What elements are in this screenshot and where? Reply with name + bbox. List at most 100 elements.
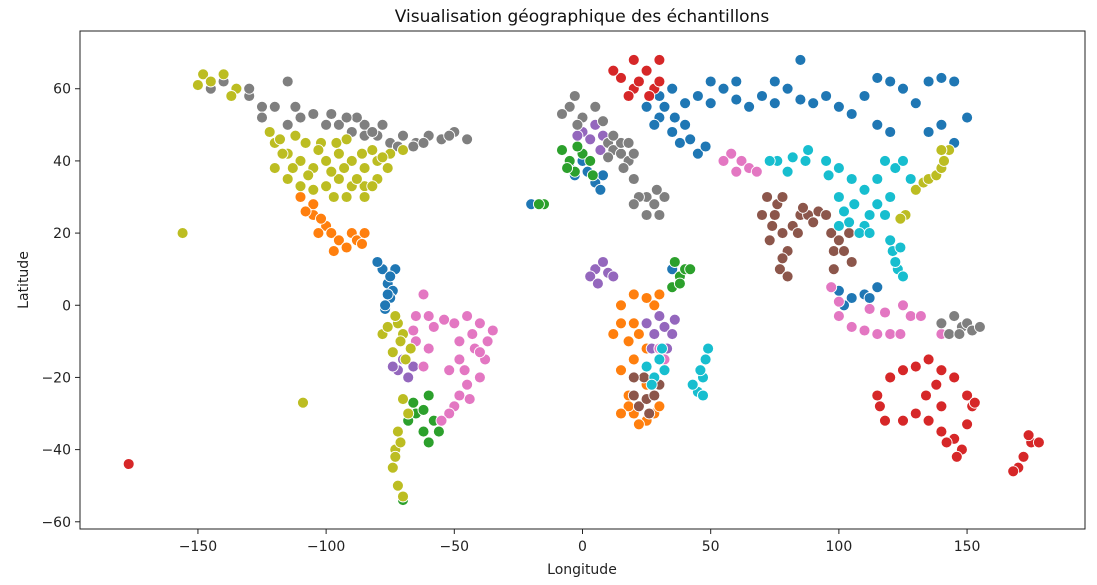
scatter-point	[668, 111, 681, 124]
scatter-point	[397, 129, 409, 142]
scatter-point	[325, 227, 338, 240]
scatter-point	[756, 90, 768, 102]
scatter-point	[704, 97, 717, 110]
scatter-point	[320, 180, 333, 193]
scatter-point	[453, 389, 466, 402]
scatter-point	[627, 53, 640, 66]
scatter-point	[763, 234, 776, 247]
scatter-point	[668, 313, 681, 326]
scatter-point	[858, 324, 871, 337]
scatter-point	[340, 111, 353, 124]
scatter-point	[950, 450, 963, 463]
scatter-point	[648, 299, 661, 312]
scatter-point	[909, 360, 922, 373]
scatter-point	[832, 310, 845, 323]
scatter-point	[122, 458, 135, 470]
scatter-point	[658, 320, 671, 333]
scatter-point	[356, 147, 368, 160]
scatter-point	[914, 310, 927, 323]
scatter-point	[402, 407, 415, 420]
scatter-point	[763, 154, 776, 167]
scatter-point	[807, 216, 820, 229]
scatter-point	[653, 310, 666, 323]
scatter-point	[561, 162, 574, 175]
scatter-point	[448, 317, 461, 330]
scatter-point	[843, 216, 856, 229]
scatter-point	[622, 136, 635, 149]
scatter-point	[289, 100, 302, 113]
scatter-point	[640, 64, 653, 77]
scatter-point	[473, 317, 486, 330]
scatter-point	[832, 295, 845, 308]
scatter-point	[627, 371, 640, 384]
scatter-point	[653, 53, 666, 66]
scatter-point	[725, 147, 738, 160]
scatter-point	[699, 140, 712, 153]
scatter-point	[315, 212, 327, 225]
x-axis-ticks: −150 −100 −50 0 50 100 150	[179, 529, 980, 555]
scatter-point	[897, 414, 909, 427]
scatter-point	[294, 180, 307, 193]
scatter-point	[656, 342, 668, 355]
scatter-point	[781, 82, 794, 95]
scatter-point	[730, 165, 743, 178]
scatter-point	[673, 136, 686, 149]
scatter-point	[730, 93, 743, 106]
scatter-point	[358, 227, 371, 240]
scatter-point	[1022, 429, 1035, 442]
scatter-point	[648, 198, 661, 211]
scatter-point	[889, 162, 902, 175]
scatter-point	[756, 209, 768, 221]
scatter-point	[953, 328, 966, 341]
scatter-point	[922, 353, 935, 366]
scatter-point	[191, 79, 204, 92]
scatter-point	[584, 270, 597, 283]
scatter-point	[338, 162, 351, 175]
scatter-point	[263, 126, 276, 138]
scatter-point	[935, 71, 948, 84]
scatter-point	[432, 425, 445, 438]
scatter-point	[699, 353, 712, 366]
scatter-point	[617, 162, 630, 175]
scatter-point	[930, 378, 943, 391]
scatter-point	[871, 198, 884, 211]
scatter-point	[825, 227, 838, 240]
scatter-point	[909, 183, 922, 196]
scatter-point	[615, 407, 627, 420]
scatter-point	[879, 414, 891, 427]
scatter-point	[643, 407, 656, 420]
scatter-point	[407, 396, 420, 409]
scatter-point	[366, 180, 379, 193]
scatter-point	[627, 147, 640, 160]
scatter-point	[820, 90, 833, 102]
scatter-point	[827, 245, 840, 258]
scatter-point	[717, 154, 730, 167]
scatter-point	[256, 111, 268, 124]
scatter-point	[645, 378, 658, 391]
scatter-point	[366, 126, 379, 138]
scatter-point	[394, 335, 407, 348]
scatter-point	[648, 389, 661, 402]
scatter-point	[461, 310, 474, 323]
scatter-point	[325, 108, 338, 120]
y-tick-label: 0	[62, 298, 71, 314]
scatter-point	[607, 328, 620, 341]
scatter-point	[556, 144, 568, 157]
scatter-point	[935, 400, 948, 413]
scatter-point	[768, 97, 781, 110]
scatter-point	[627, 288, 640, 301]
scatter-point	[694, 364, 707, 377]
scatter-point	[858, 90, 871, 102]
x-tick-label: −100	[307, 539, 345, 555]
scatter-point	[297, 396, 309, 409]
scatter-point	[422, 389, 435, 402]
scatter-point	[379, 299, 392, 312]
scatter-point	[904, 173, 917, 185]
scatter-point	[594, 144, 607, 157]
scatter-point	[391, 479, 404, 492]
scatter-point	[858, 183, 871, 196]
scatter-point	[607, 64, 620, 77]
x-tick-label: −150	[179, 539, 217, 555]
scatter-point	[943, 328, 956, 341]
scatter-point	[312, 144, 325, 157]
